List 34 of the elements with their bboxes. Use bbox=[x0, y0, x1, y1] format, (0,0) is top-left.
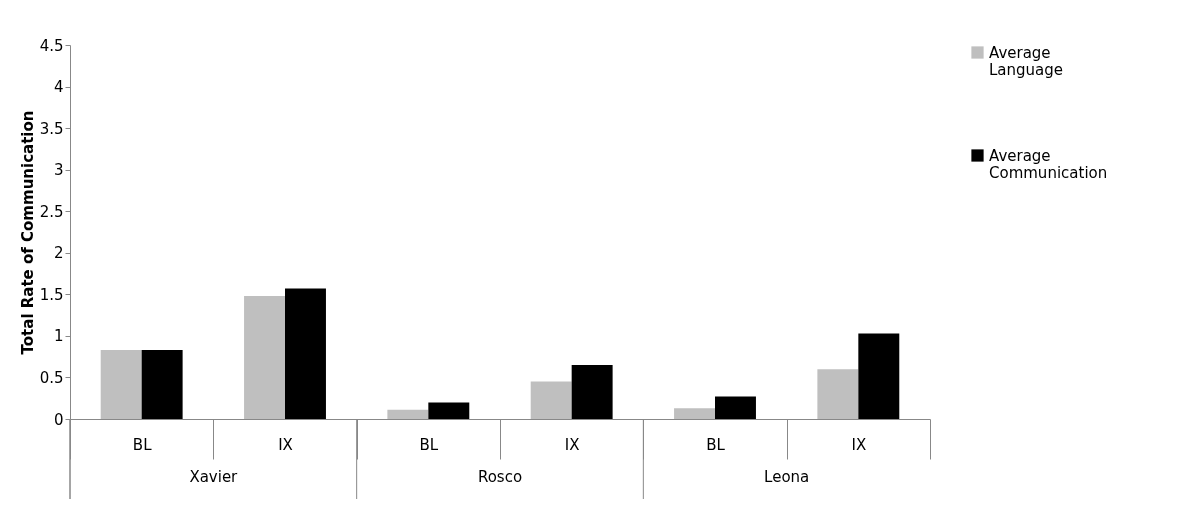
y-tick-label: 4 bbox=[53, 78, 64, 97]
bar bbox=[244, 296, 285, 419]
legend-label: Average Communication bbox=[989, 146, 1108, 182]
x-tick-label: IX bbox=[851, 435, 867, 454]
y-tick-label: 1.5 bbox=[39, 285, 64, 304]
y-axis-title: Total Rate of Communication bbox=[18, 110, 37, 355]
bar bbox=[100, 350, 142, 419]
y-tick-label: 3 bbox=[53, 161, 64, 180]
bar bbox=[428, 402, 470, 419]
y-tick-label: 2.5 bbox=[39, 202, 64, 221]
x-tick-label: IX bbox=[278, 435, 293, 454]
bar bbox=[141, 350, 183, 419]
bar bbox=[285, 288, 326, 419]
bar bbox=[674, 408, 715, 419]
bar bbox=[571, 364, 613, 419]
x-tick-label: BL bbox=[419, 435, 439, 454]
y-tick-label: 4.5 bbox=[39, 36, 64, 55]
bar bbox=[817, 369, 859, 419]
legend-label: Average Language bbox=[989, 43, 1064, 79]
y-tick-label: 0 bbox=[53, 410, 64, 429]
bar bbox=[715, 396, 756, 419]
x-tick-label: BL bbox=[706, 435, 726, 454]
x-tick-label: BL bbox=[132, 435, 153, 454]
bar bbox=[530, 381, 572, 419]
y-tick-label: 1 bbox=[53, 327, 64, 346]
x-tick-label: IX bbox=[564, 435, 580, 454]
bar bbox=[858, 333, 900, 419]
y-tick-label: 3.5 bbox=[39, 119, 64, 138]
text: Leona bbox=[764, 468, 810, 486]
text: Xavier bbox=[189, 468, 239, 486]
bar bbox=[387, 409, 429, 419]
text: Rosco bbox=[477, 468, 523, 486]
y-tick-label: 2 bbox=[53, 244, 64, 263]
y-tick-label: 0.5 bbox=[39, 368, 64, 387]
